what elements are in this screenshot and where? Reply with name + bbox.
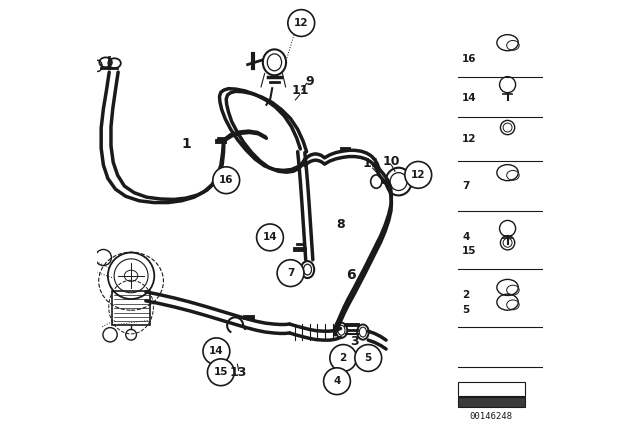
Circle shape [324,368,350,395]
Text: 12: 12 [411,170,426,180]
Circle shape [288,9,315,36]
Text: 1: 1 [181,137,191,151]
Text: 15: 15 [462,246,477,256]
Text: 10: 10 [383,155,400,168]
Circle shape [330,345,356,371]
Text: 13: 13 [230,366,248,379]
Text: 5: 5 [462,305,469,315]
Text: 00146248: 00146248 [470,412,513,421]
Text: 4: 4 [333,376,340,386]
Text: 14: 14 [462,93,477,103]
Text: 8: 8 [336,217,344,231]
Text: 4: 4 [462,232,469,241]
Text: 15: 15 [214,367,228,377]
Text: 6: 6 [346,268,356,282]
Circle shape [277,260,304,287]
Circle shape [203,338,230,365]
Text: 7: 7 [462,181,469,191]
Text: 12: 12 [462,134,477,144]
Circle shape [207,359,234,386]
Text: 16: 16 [219,175,234,185]
Bar [458,382,525,396]
Text: 14: 14 [209,346,224,356]
Text: 2: 2 [340,353,347,363]
Circle shape [213,167,239,194]
Bar [458,397,525,407]
Circle shape [257,224,284,251]
Text: 11: 11 [291,84,308,97]
Circle shape [405,161,431,188]
Text: 12: 12 [294,18,308,28]
Text: 2: 2 [462,290,469,301]
Text: 9: 9 [306,74,314,88]
Text: 5: 5 [365,353,372,363]
Text: 14: 14 [262,233,277,242]
Text: 3: 3 [351,335,359,348]
Text: 16: 16 [462,54,477,64]
Circle shape [355,345,381,371]
Text: 7: 7 [287,268,294,278]
Bar [112,292,150,325]
Text: 11: 11 [363,157,380,170]
